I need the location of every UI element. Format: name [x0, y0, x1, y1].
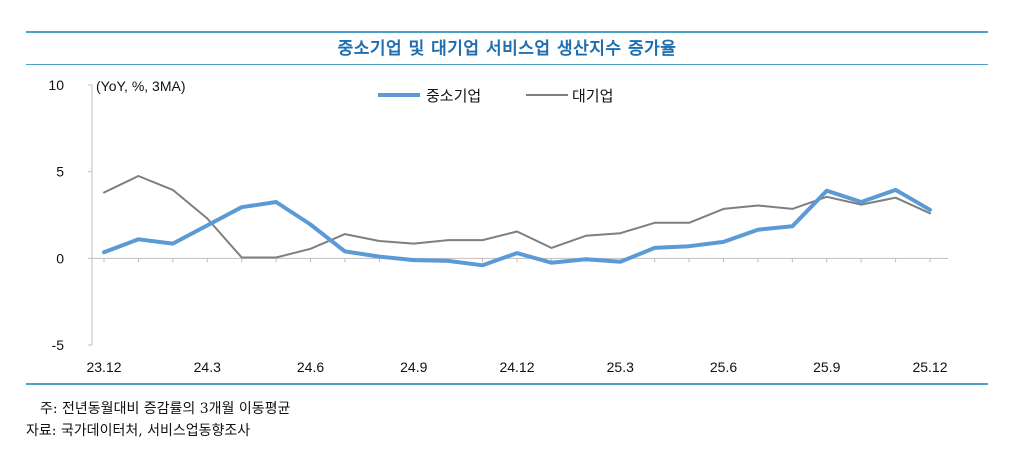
unit-label: (YoY, %, 3MA) — [96, 78, 186, 94]
top-rule — [26, 31, 988, 33]
x-tick-label: 23.12 — [86, 359, 121, 375]
x-tick-label: 24.12 — [499, 359, 534, 375]
x-tick-label: 25.12 — [912, 359, 947, 375]
footnote: 주: 전년동월대비 증감률의 3개월 이동평균 — [40, 401, 291, 417]
series-line-large — [103, 175, 931, 259]
series-layer — [102, 175, 932, 268]
chart-axes — [88, 84, 948, 346]
title-underline — [26, 64, 988, 65]
source-note: 자료: 국가데이터처, 서비스업동향조사 — [26, 423, 251, 439]
legend-label: 대기업 — [572, 87, 613, 105]
y-tick-label: -5 — [52, 337, 65, 353]
y-tick-label: 10 — [48, 77, 64, 93]
x-tick-label: 25.6 — [710, 359, 737, 375]
chart-legend: 중소기업 대기업 — [378, 87, 613, 105]
series-line-sme — [102, 187, 932, 268]
bottom-rule — [26, 383, 988, 385]
x-tick-label: 24.9 — [400, 359, 427, 375]
x-tick-label: 24.6 — [297, 359, 324, 375]
y-tick-label: 0 — [56, 250, 64, 266]
legend-label: 중소기업 — [426, 87, 481, 105]
axis-labels: 10 5 0 -5 23.12 24.3 24.6 24.9 24.12 25.3 25.6 25.9… — [48, 77, 947, 375]
x-tick-label: 25.9 — [813, 359, 840, 375]
x-tick-label: 24.3 — [194, 359, 221, 375]
chart-title: 중소기업 및 대기업 서비스업 생산지수 증가율 — [337, 39, 677, 59]
x-tick-label: 25.3 — [607, 359, 634, 375]
y-tick-label: 5 — [56, 164, 64, 180]
